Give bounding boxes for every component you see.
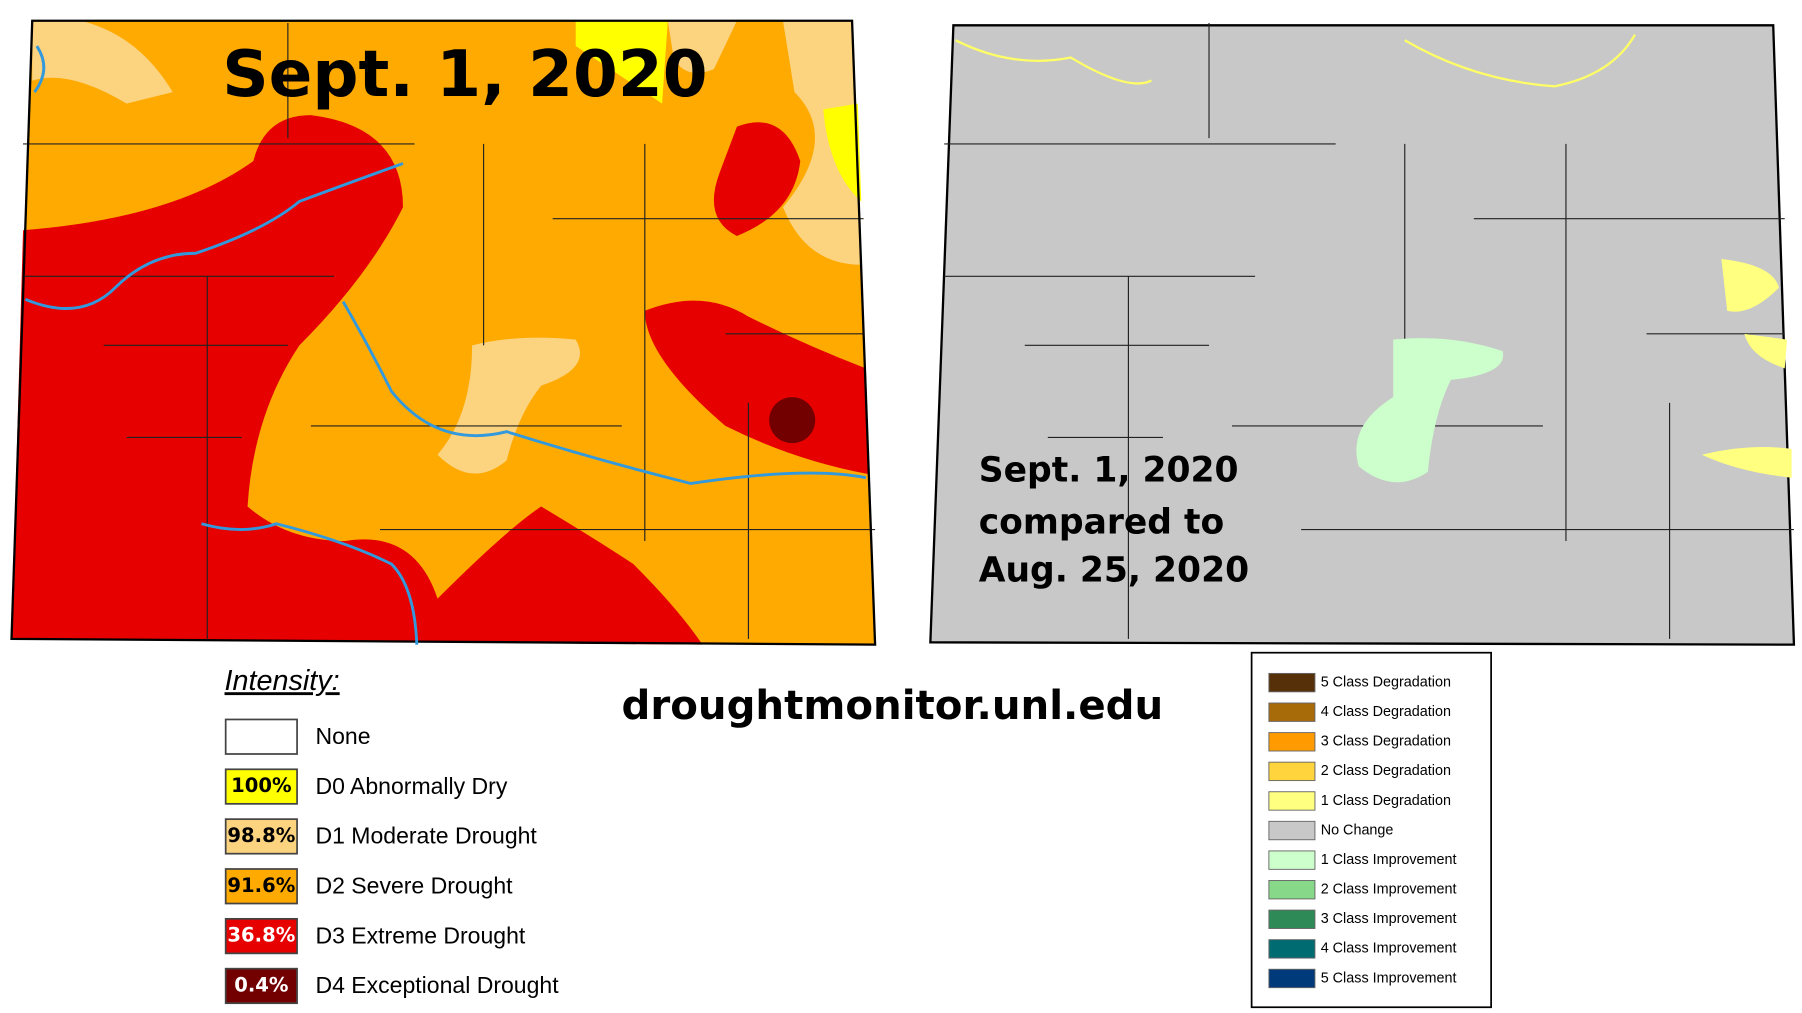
legend-label: D1 Moderate Drought xyxy=(315,823,537,849)
legend-title: Intensity: xyxy=(225,665,340,697)
legend-swatch xyxy=(1268,968,1316,989)
legend-percent: 0.4% xyxy=(234,973,288,996)
legend-percent: 36.8% xyxy=(227,924,295,947)
legend-swatch xyxy=(1268,732,1316,752)
caption-line: compared to xyxy=(979,502,1225,542)
change-legend: 5 Class Degradation 4 Class Degradation 3 … xyxy=(1268,672,1457,989)
legend-percent: 98.8% xyxy=(227,824,295,847)
legend-label: No Change xyxy=(1321,822,1394,838)
intensity-map xyxy=(10,19,877,646)
legend-label: D4 Exceptional Drought xyxy=(315,972,559,998)
legend-percent: 100% xyxy=(231,774,291,797)
change-caption: Sept. 1, 2020 compared to Aug. 25, 2020 xyxy=(979,450,1249,590)
legend-swatch xyxy=(1268,939,1316,959)
legend-percent: 91.6% xyxy=(227,874,295,897)
legend-swatch xyxy=(224,818,298,855)
legend-label: 1 Class Improvement xyxy=(1321,852,1457,868)
legend-swatch xyxy=(1268,820,1316,841)
legend-label: 3 Class Degradation xyxy=(1321,734,1451,750)
source-url: droughtmonitor.unl.edu xyxy=(622,682,1164,729)
legend-swatch xyxy=(1268,909,1316,929)
legend-swatch xyxy=(1268,702,1316,722)
legend-swatch xyxy=(1268,672,1316,693)
legend-swatch xyxy=(1268,791,1316,811)
legend-label: 3 Class Improvement xyxy=(1321,911,1457,927)
legend-swatch xyxy=(1268,850,1316,870)
legend-label: D2 Severe Drought xyxy=(315,872,513,898)
legend-swatch xyxy=(224,768,298,805)
legend-swatch xyxy=(224,917,298,955)
legend-label: 5 Class Improvement xyxy=(1321,970,1457,986)
legend-label: 2 Class Degradation xyxy=(1321,763,1451,779)
legend-label: 4 Class Degradation xyxy=(1321,704,1451,720)
legend-label: 1 Class Degradation xyxy=(1321,793,1451,809)
caption-line: Sept. 1, 2020 xyxy=(979,450,1239,490)
change-map xyxy=(929,23,1796,646)
legend-label: D0 Abnormally Dry xyxy=(315,773,507,799)
legend-label: None xyxy=(315,723,370,749)
legend-label: 5 Class Degradation xyxy=(1321,674,1451,690)
legend-label: D3 Extreme Drought xyxy=(315,922,525,948)
legend-swatch xyxy=(224,718,298,755)
legend-swatch xyxy=(1268,761,1316,782)
legend-swatch xyxy=(224,967,298,1005)
caption-line: Aug. 25, 2020 xyxy=(979,551,1249,591)
legend-label: 2 Class Improvement xyxy=(1321,882,1457,898)
legend-label: 4 Class Improvement xyxy=(1321,941,1457,957)
map-title: Sept. 1, 2020 xyxy=(222,37,707,112)
legend-swatch xyxy=(1268,880,1316,900)
intensity-legend: None 100% D0 Abnormally Dry 98.8% D1 Moderat… xyxy=(224,718,559,1005)
legend-swatch xyxy=(224,868,298,905)
